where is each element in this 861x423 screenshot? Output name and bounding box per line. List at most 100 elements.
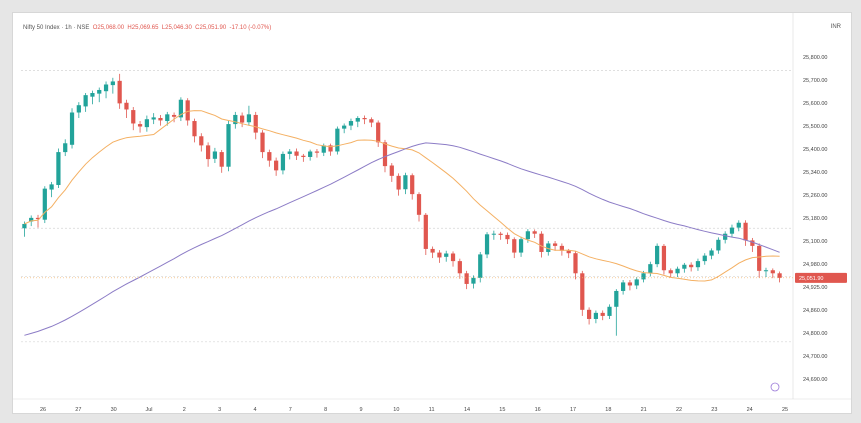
candle-body	[22, 223, 27, 229]
candle-body	[539, 233, 544, 252]
last-price-badge	[795, 272, 847, 283]
chart-title: Nifty 50 Index · 1h · NSE	[23, 25, 90, 31]
candle-body	[478, 254, 483, 278]
candle-body	[56, 152, 61, 185]
candle-body	[777, 273, 782, 278]
candle-body	[219, 152, 224, 167]
candle-body	[763, 270, 769, 272]
candle-body	[532, 231, 537, 234]
candle-body	[335, 128, 340, 152]
candle-body	[729, 227, 735, 234]
candle-body	[757, 245, 762, 271]
x-tick-label: 16	[535, 407, 541, 413]
candle-body	[389, 165, 394, 176]
candle-body	[192, 121, 197, 137]
candle-body	[226, 124, 231, 167]
candle-body	[267, 152, 272, 161]
legend-close: C25,051.90	[195, 25, 227, 31]
y-tick-label: 25,400.00	[803, 147, 827, 153]
chart-frame: Nifty 50 Index · 1h · NSE O25,068.00 H25…	[12, 12, 852, 414]
candle-body	[321, 145, 326, 153]
candle-body	[607, 306, 612, 316]
candle-body	[675, 268, 680, 274]
candle-body	[668, 270, 673, 274]
candle-body	[498, 233, 503, 235]
y-tick-label: 25,340.00	[803, 170, 827, 176]
candle-body	[342, 125, 347, 129]
chart-legend: Nifty 50 Index · 1h · NSE O25,068.00 H25…	[23, 25, 271, 31]
candle-body	[627, 282, 633, 286]
candle-body	[233, 114, 238, 125]
candle-body	[103, 84, 109, 92]
candle-body	[137, 124, 143, 127]
candle-body	[49, 184, 54, 190]
y-tick-label: 24,980.00	[803, 262, 827, 268]
candle-body	[457, 261, 462, 274]
candle-body	[702, 255, 707, 262]
y-tick-label: 25,500.00	[803, 124, 827, 130]
x-tick-label: 18	[605, 407, 611, 413]
candle-body	[403, 175, 408, 190]
candle-body	[634, 279, 639, 286]
candle-body	[600, 312, 605, 316]
candle-body	[484, 234, 490, 255]
fast-moving-average-line	[24, 110, 780, 282]
x-tick-label: 21	[641, 407, 647, 413]
candle-body	[559, 245, 564, 251]
y-tick-label: 25,600.00	[803, 101, 827, 107]
candle-body	[491, 233, 496, 235]
x-tick-label: 24	[747, 407, 753, 413]
candle-body	[83, 95, 88, 107]
candle-body	[580, 273, 585, 310]
candle-body	[709, 250, 714, 256]
candle-body	[471, 277, 476, 284]
candle-body	[205, 145, 211, 160]
candle-body	[253, 114, 258, 133]
x-tick-label: Jul	[145, 407, 152, 413]
candle-body	[151, 117, 156, 120]
y-tick-label: 24,925.00	[803, 285, 827, 291]
y-tick-label: 25,260.00	[803, 193, 827, 199]
candle-body	[29, 217, 34, 222]
candle-body	[682, 264, 687, 269]
candle-body	[314, 151, 320, 153]
candle-body	[158, 117, 163, 121]
candle-body	[382, 142, 388, 167]
candle-body	[552, 243, 558, 246]
candle-body	[287, 151, 292, 154]
candle-body	[750, 240, 755, 246]
candle-body	[464, 273, 469, 284]
candle-body	[655, 245, 660, 265]
candle-body	[144, 119, 149, 128]
y-tick-label: 24,800.00	[803, 331, 827, 337]
candle-body	[512, 239, 517, 253]
currency-label: INR	[830, 24, 841, 30]
x-tick-label: 11	[429, 407, 435, 413]
candle-body	[246, 114, 252, 123]
candle-body	[185, 100, 190, 121]
y-tick-label: 25,100.00	[803, 239, 827, 245]
go-to-realtime-icon	[770, 382, 780, 392]
candle-body	[90, 93, 95, 97]
candle-body	[736, 222, 741, 228]
x-tick-label: 10	[393, 407, 399, 413]
slow-moving-average-line	[24, 142, 780, 336]
candle-body	[586, 309, 592, 319]
y-tick-label: 24,690.00	[803, 377, 827, 383]
candle-body	[274, 160, 279, 171]
x-tick-label: 22	[676, 407, 682, 413]
x-tick-label: 23	[711, 407, 717, 413]
candle-body	[416, 194, 422, 215]
x-tick-label: 4	[253, 407, 256, 413]
candle-body	[661, 245, 667, 271]
candle-body	[348, 121, 354, 126]
candle-body	[546, 243, 551, 252]
legend-change: -17.10 (-0.07%)	[229, 25, 272, 31]
candle-body	[240, 115, 245, 123]
candlestick-chart[interactable]: 25,800.00 25,700.00 25,600.00 25,500.00 25,4…	[13, 13, 851, 413]
x-tick-label: 25	[782, 407, 788, 413]
candle-body	[573, 253, 578, 274]
candle-body	[716, 239, 721, 251]
candle-body	[131, 110, 136, 124]
candle-body	[566, 250, 571, 254]
